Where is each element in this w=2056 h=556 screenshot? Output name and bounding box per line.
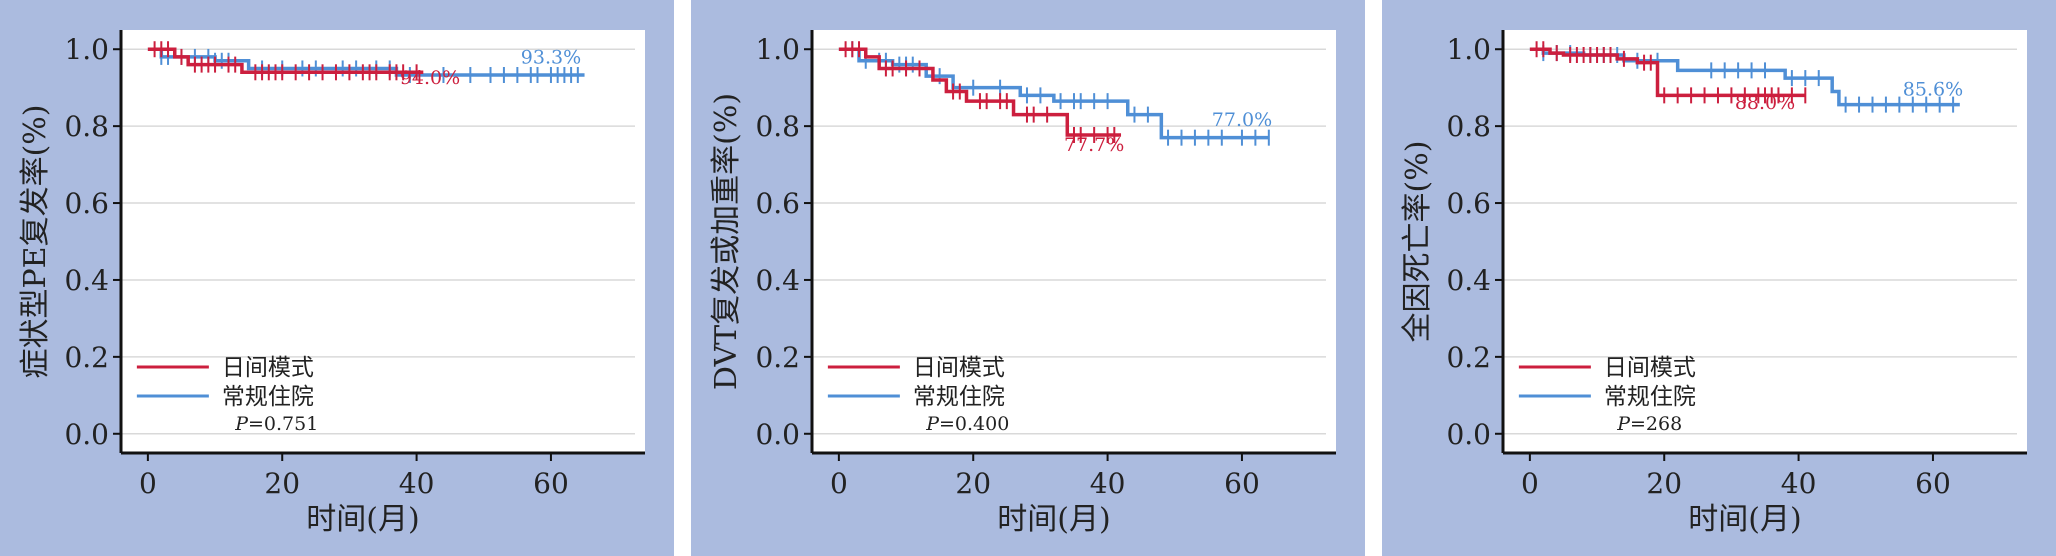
x-tick-label: 0 — [139, 467, 157, 500]
p-value: P=268 — [1616, 413, 1682, 435]
y-tick-label: 1.0 — [64, 33, 109, 66]
x-tick-label: 60 — [1224, 467, 1260, 500]
y-tick-label: 0.0 — [64, 418, 109, 451]
x-tick-label: 40 — [1090, 467, 1126, 500]
y-tick-label: 0.6 — [64, 187, 109, 220]
panel-all-cause-mortality: 0.0 0.2 0.4 0.6 0.8 1.0 0 20 40 60 时间(月) 全因死亡率(%) 85… — [1382, 0, 2056, 556]
chart-dvt-recurrence: 0.0 0.2 0.4 0.6 0.8 1.0 0 20 40 60 时间(月) DVT复发或加重率(… — [709, 30, 1336, 537]
panel-dvt-recurrence: 0.0 0.2 0.4 0.6 0.8 1.0 0 20 40 60 时间(月) DVT复发或加重率(… — [691, 0, 1365, 556]
y-axis-title: 全因死亡率(%) — [1400, 141, 1435, 343]
y-tick-label: 0.0 — [755, 418, 800, 451]
series-line-day-mode — [1529, 47, 1806, 98]
y-tick-label: 0.2 — [1446, 341, 1491, 374]
x-axis-title: 时间(月) — [997, 502, 1110, 537]
x-tick-label: 40 — [1781, 467, 1817, 500]
series-line-routine-hospital — [838, 47, 1269, 140]
y-tick-label: 0.4 — [755, 264, 800, 297]
y-axis-title: 症状型PE复发率(%) — [18, 105, 53, 379]
y-tick-label: 0.2 — [755, 341, 800, 374]
p-value: P=0.400 — [925, 413, 1009, 435]
x-tick-label: 60 — [1915, 467, 1951, 500]
y-tick-label: 0.6 — [1446, 187, 1491, 220]
x-axis-title: 时间(月) — [1688, 502, 1801, 537]
panel-pe-recurrence: 0.0 0.2 0.4 0.6 0.8 1.0 0 20 40 60 时间(月) 症状型PE复发率(%… — [0, 0, 674, 556]
legend-label-routine-hospital: 常规住院 — [222, 384, 314, 410]
x-tick-label: 0 — [1521, 467, 1539, 500]
x-tick-label: 40 — [399, 467, 435, 500]
annotation-day-mode: 77.7% — [1064, 134, 1124, 156]
annotation-routine-hospital: 85.6% — [1903, 78, 1963, 100]
annotation-day-mode: 88.0% — [1735, 92, 1795, 114]
legend-label-day-mode: 日间模式 — [222, 355, 314, 381]
p-value: P=0.751 — [234, 413, 318, 435]
x-tick-label: 20 — [1646, 467, 1682, 500]
y-tick-label: 0.4 — [64, 264, 109, 297]
plot-area — [121, 30, 645, 453]
y-tick-label: 0.6 — [755, 187, 800, 220]
y-axis-title: DVT复发或加重率(%) — [709, 93, 744, 390]
x-axis-title: 时间(月) — [306, 502, 419, 537]
x-tick-label: 60 — [533, 467, 569, 500]
annotation-day-mode: 94.0% — [400, 67, 460, 89]
annotation-routine-hospital: 93.3% — [521, 46, 581, 68]
chart-pe-recurrence: 0.0 0.2 0.4 0.6 0.8 1.0 0 20 40 60 时间(月) 症状型PE复发率(%… — [18, 30, 645, 537]
legend-label-day-mode: 日间模式 — [1604, 355, 1696, 381]
x-tick-label: 20 — [264, 467, 300, 500]
annotation-routine-hospital: 77.0% — [1212, 109, 1272, 131]
legend-label-routine-hospital: 常规住院 — [913, 384, 1005, 410]
y-tick-label: 0.4 — [1446, 264, 1491, 297]
x-tick-label: 0 — [830, 467, 848, 500]
legend-label-routine-hospital: 常规住院 — [1604, 384, 1696, 410]
series-line-day-mode — [147, 47, 424, 75]
y-tick-label: 0.0 — [1446, 418, 1491, 451]
series-line-day-mode — [838, 47, 1122, 137]
y-tick-label: 0.8 — [1446, 110, 1491, 143]
y-tick-label: 0.8 — [64, 110, 109, 143]
legend-label-day-mode: 日间模式 — [913, 355, 1005, 381]
y-tick-label: 0.8 — [755, 110, 800, 143]
y-tick-label: 1.0 — [755, 33, 800, 66]
y-tick-label: 0.2 — [64, 341, 109, 374]
chart-all-cause-mortality: 0.0 0.2 0.4 0.6 0.8 1.0 0 20 40 60 时间(月) 全因死亡率(%) 85… — [1400, 30, 2027, 537]
x-tick-label: 20 — [955, 467, 991, 500]
y-tick-label: 1.0 — [1446, 33, 1491, 66]
